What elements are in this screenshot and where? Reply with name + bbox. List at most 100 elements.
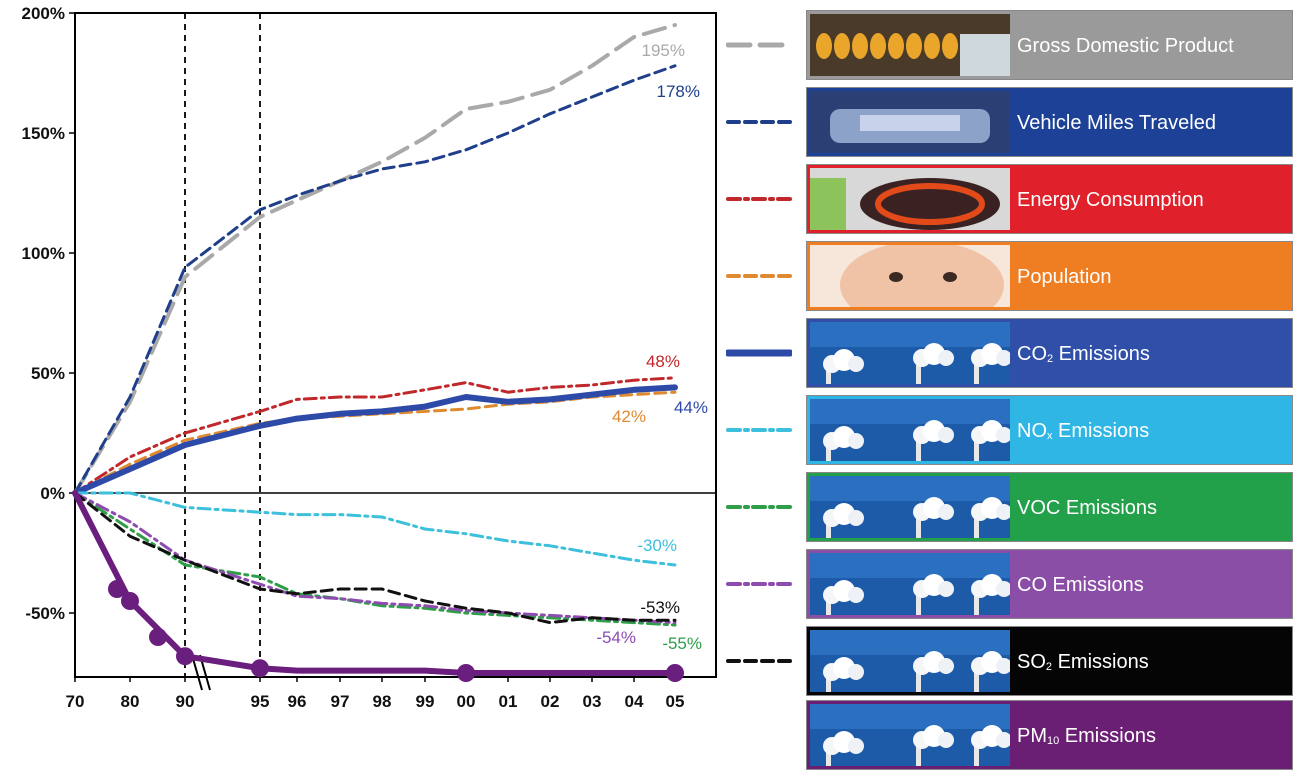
x-tick-label: 97 bbox=[331, 692, 350, 711]
legend-label-box: PM10 Emissions bbox=[806, 700, 1293, 770]
legend-label: Population bbox=[1017, 242, 1112, 310]
legend-item: NOx Emissions bbox=[720, 395, 1296, 465]
series-line-4 bbox=[72, 384, 678, 496]
legend-label-text: Vehicle Miles Traveled bbox=[1017, 112, 1216, 134]
legend-label-text: Population bbox=[1017, 266, 1112, 288]
series-end-label: 195% bbox=[642, 41, 685, 60]
legend-label-text: VOC Emissions bbox=[1017, 497, 1158, 519]
y-tick-label: 200% bbox=[22, 4, 65, 23]
legend-label-box: Gross Domestic Product bbox=[806, 10, 1293, 80]
legend-label: CO2 Emissions bbox=[1017, 319, 1150, 387]
legend-label: Vehicle Miles Traveled bbox=[1017, 88, 1216, 156]
legend-label-box: Energy Consumption bbox=[806, 164, 1293, 234]
series-marker bbox=[251, 659, 269, 678]
legend-item: Population bbox=[720, 241, 1296, 311]
legend-item: Gross Domestic Product bbox=[720, 10, 1296, 80]
legend-label: NOx Emissions bbox=[1017, 396, 1150, 464]
series-line-2 bbox=[73, 376, 677, 495]
legend-label-box: CO Emissions bbox=[806, 549, 1293, 619]
series-end-label: -54% bbox=[596, 628, 636, 647]
legend-swatch bbox=[726, 582, 792, 586]
smokestack-photo-icon bbox=[810, 630, 1010, 692]
legend-label-text: Gross Domestic Product bbox=[1017, 35, 1234, 57]
series-end-label: 178% bbox=[657, 82, 700, 101]
legend-item: CO Emissions bbox=[720, 549, 1296, 619]
legend-label: Gross Domestic Product bbox=[1017, 11, 1234, 79]
smokestack-photo-icon bbox=[810, 399, 1010, 461]
legend-swatch bbox=[726, 349, 792, 357]
legend-label: VOC Emissions bbox=[1017, 473, 1158, 541]
plot-frame bbox=[74, 12, 717, 678]
baby-photo-icon bbox=[810, 245, 1010, 307]
legend: Gross Domestic Product Vehicle Miles Trav… bbox=[720, 0, 1296, 770]
legend-label: CO Emissions bbox=[1017, 550, 1144, 618]
legend-label-box: VOC Emissions bbox=[806, 472, 1293, 542]
series-line-8 bbox=[73, 491, 677, 625]
legend-label-suffix: Emissions bbox=[1059, 725, 1156, 747]
series-line-3 bbox=[73, 390, 677, 495]
y-tick-label: 100% bbox=[22, 244, 65, 263]
x-tick-label: 80 bbox=[121, 692, 140, 711]
legend-label-text: SO bbox=[1017, 651, 1046, 673]
x-tick-label: 01 bbox=[499, 692, 518, 711]
legend-label-text: PM bbox=[1017, 725, 1047, 747]
legend-swatch bbox=[726, 197, 792, 201]
legend-label-subscript: 10 bbox=[1047, 735, 1060, 747]
series-end-label: 44% bbox=[674, 398, 708, 417]
series-end-label: 48% bbox=[646, 352, 680, 371]
legend-swatch bbox=[726, 120, 792, 124]
legend-label-text: NO bbox=[1017, 420, 1047, 442]
smokestack-photo-icon bbox=[810, 476, 1010, 538]
x-tick-label: 05 bbox=[666, 692, 685, 711]
legend-item: PM10 Emissions bbox=[720, 700, 1296, 770]
series-marker bbox=[149, 628, 167, 646]
legend-label-box: CO2 Emissions bbox=[806, 318, 1293, 388]
emissions-trend-chart: 200% 150% 100% 50% 0% -50% 70 80 90 95 96 97 98 99 00 0… bbox=[22, 4, 717, 711]
legend-item: Vehicle Miles Traveled bbox=[720, 87, 1296, 157]
legend-swatch bbox=[726, 659, 792, 663]
legend-label-box: NOx Emissions bbox=[806, 395, 1293, 465]
legend-label-subscript: 2 bbox=[1047, 353, 1054, 365]
series-line-9 bbox=[72, 490, 678, 676]
legend-label-subscript: 2 bbox=[1045, 661, 1053, 673]
legend-label: Energy Consumption bbox=[1017, 165, 1204, 233]
series-marker bbox=[457, 664, 475, 682]
legend-label-suffix: Emissions bbox=[1053, 343, 1150, 365]
legend-label-subscript: x bbox=[1047, 430, 1053, 442]
legend-swatch bbox=[726, 274, 792, 278]
gdp-photo-icon bbox=[810, 14, 1010, 76]
legend-label-suffix: Emissions bbox=[1052, 651, 1149, 673]
legend-label: PM10 Emissions bbox=[1017, 701, 1156, 769]
x-tick-label: 98 bbox=[373, 692, 392, 711]
axis-break-mark bbox=[191, 654, 203, 691]
legend-label-box: SO2 Emissions bbox=[806, 626, 1293, 696]
legend-item: SO2 Emissions bbox=[720, 626, 1296, 696]
series-end-label: -53% bbox=[640, 598, 680, 617]
x-tick-label: 70 bbox=[66, 692, 85, 711]
legend-label-suffix: Emissions bbox=[1052, 420, 1150, 442]
x-tick-label: 96 bbox=[288, 692, 307, 711]
series-marker bbox=[176, 647, 194, 666]
x-tick-label: 04 bbox=[625, 692, 644, 711]
x-tick-label: 95 bbox=[251, 692, 270, 711]
legend-label-text: CO bbox=[1017, 343, 1047, 365]
series-marker bbox=[108, 580, 126, 598]
y-tick-label: 50% bbox=[31, 364, 65, 383]
x-tick-label: 00 bbox=[457, 692, 476, 711]
y-tick-label: 150% bbox=[22, 124, 65, 143]
series-marker bbox=[121, 592, 139, 610]
y-tick-label: 0% bbox=[40, 484, 65, 503]
smokestack-photo-icon bbox=[810, 322, 1010, 384]
legend-swatch bbox=[726, 428, 792, 432]
legend-item: VOC Emissions bbox=[720, 472, 1296, 542]
series-line-6 bbox=[73, 491, 677, 627]
x-tick-label: 02 bbox=[541, 692, 560, 711]
legend-swatch bbox=[726, 42, 792, 48]
stove-photo-icon bbox=[810, 168, 1010, 230]
legend-label-box: Population bbox=[806, 241, 1293, 311]
legend-label-text: CO Emissions bbox=[1017, 574, 1144, 596]
x-tick-label: 03 bbox=[583, 692, 602, 711]
series-end-label: -30% bbox=[637, 536, 677, 555]
x-tick-label: 99 bbox=[416, 692, 435, 711]
series-line-7 bbox=[73, 491, 677, 625]
